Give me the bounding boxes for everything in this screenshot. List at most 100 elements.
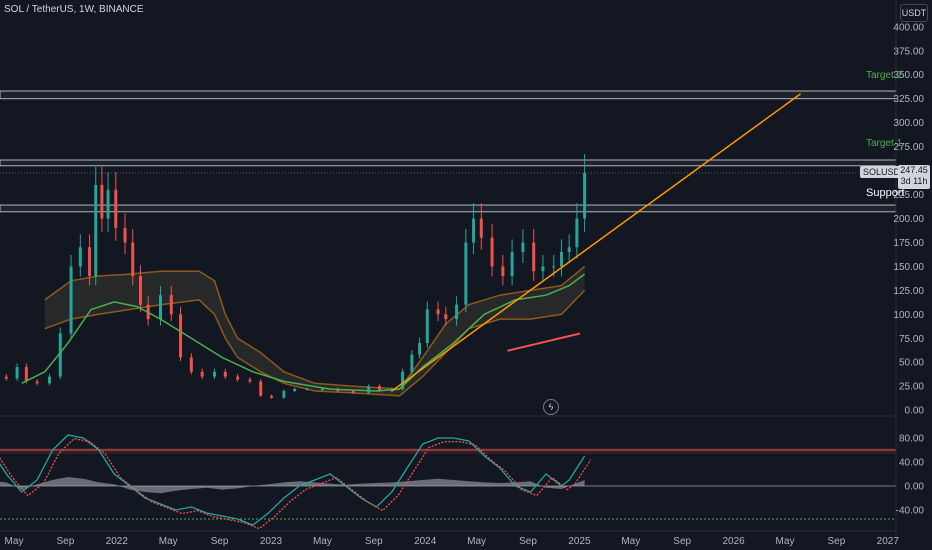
candle-body [69,266,73,334]
y-tick-label: 400.00 [893,22,924,33]
x-tick-label: May [467,536,486,547]
candle-body [15,367,19,379]
candle-body [425,309,429,344]
x-tick-label: Sep [365,536,383,547]
candle-body [24,367,28,382]
zone-target-1 [0,159,897,167]
bar-countdown: 3d 11h [900,176,928,186]
x-tick-label: May [159,536,178,547]
y-tick-label: 150.00 [893,262,924,273]
osc-y-tick-label: -40.00 [896,506,925,517]
candle-body [159,295,163,320]
oscillator-layer [0,415,896,530]
candle-body [106,189,110,219]
candle-body [479,218,483,238]
x-tick-label: Sep [673,536,691,547]
candle-body [78,247,82,267]
candle-body [236,376,240,380]
candle-body [179,314,183,358]
y-tick-label: 325.00 [893,94,924,105]
candle-body [436,309,440,315]
candle-body [131,242,135,276]
x-tick-label: Sep [57,536,75,547]
candle-body [259,381,263,396]
y-tick-label: 75.00 [899,334,924,345]
osc-y-tick-label: 80.00 [899,434,924,445]
candle-body [114,189,118,229]
candle-body [583,173,587,219]
support-label: Support [866,187,905,199]
candle-body [472,218,476,243]
candle-body [367,386,371,393]
candle-body [212,371,216,377]
osc-signal-line [0,437,592,530]
candle-body [444,314,448,320]
y-tick-label: 25.00 [899,382,924,393]
candle-body [293,389,297,391]
osc-histogram [0,477,585,494]
candle-body [510,252,514,276]
osc-main-line [0,434,586,526]
candle-body [138,275,142,305]
candle-body [58,333,62,377]
y-tick-label: 125.00 [893,286,924,297]
candle-body [490,237,494,267]
line-layer [21,93,801,392]
candle-body [223,371,227,377]
candle-body [270,395,274,398]
x-tick-label: May [313,536,332,547]
y-tick-label: 175.00 [893,238,924,249]
candle-body [575,218,579,248]
y-tick-label: 375.00 [893,46,924,57]
candle-body [169,295,173,315]
y-tick-label: 100.00 [893,310,924,321]
candle-body [35,381,39,384]
x-tick-label: 2025 [568,536,591,547]
candle-body [567,247,571,253]
last-price-badge: 247.45 3d 11h [898,165,930,189]
x-tick-label: May [5,536,24,547]
candle-body [200,371,204,377]
flash-icon[interactable]: ϟ [543,399,559,415]
candle-body [552,266,556,268]
y-tick-label: 200.00 [893,214,924,225]
candle-body [559,252,563,267]
y-tick-label: 0.00 [905,406,925,417]
candle-body [123,228,127,243]
osc-upper-zone [0,448,896,454]
target1-label: Target 1 [866,138,903,149]
candle-body [521,242,525,253]
candle-body [351,390,355,393]
y-tick-label: 300.00 [893,118,924,129]
trendline [391,93,801,392]
y-tick-label: 350.00 [893,70,924,81]
candle-body [94,184,98,276]
osc-y-tick-label: 0.00 [905,482,925,493]
x-tick-label: 2023 [260,536,283,547]
y-tick-label: 275.00 [893,142,924,153]
target2-label: Target 2 [866,70,903,81]
candle-body [100,184,104,219]
osc-y-tick-label: 40.00 [899,458,924,469]
candle-body [377,386,381,391]
x-tick-label: Sep [519,536,537,547]
candle-body [464,242,468,305]
candle-body [189,357,193,372]
x-tick-label: May [776,536,795,547]
moving-average-line [21,273,586,392]
currency-button[interactable]: USDT [900,4,928,22]
x-tick-label: 2026 [722,536,745,547]
zone-target-2 [0,90,897,100]
candle-body [532,242,536,272]
last-price-value: 247.45 [900,165,928,175]
red-line [507,332,581,352]
x-tick-label: 2024 [414,536,437,547]
candle-body [305,389,309,391]
x-tick-label: May [621,536,640,547]
band-fill [44,266,585,396]
candle-body [410,354,414,372]
candle-body [501,266,505,276]
y-tick-label: 225.00 [893,190,924,201]
candle-body [248,379,252,382]
